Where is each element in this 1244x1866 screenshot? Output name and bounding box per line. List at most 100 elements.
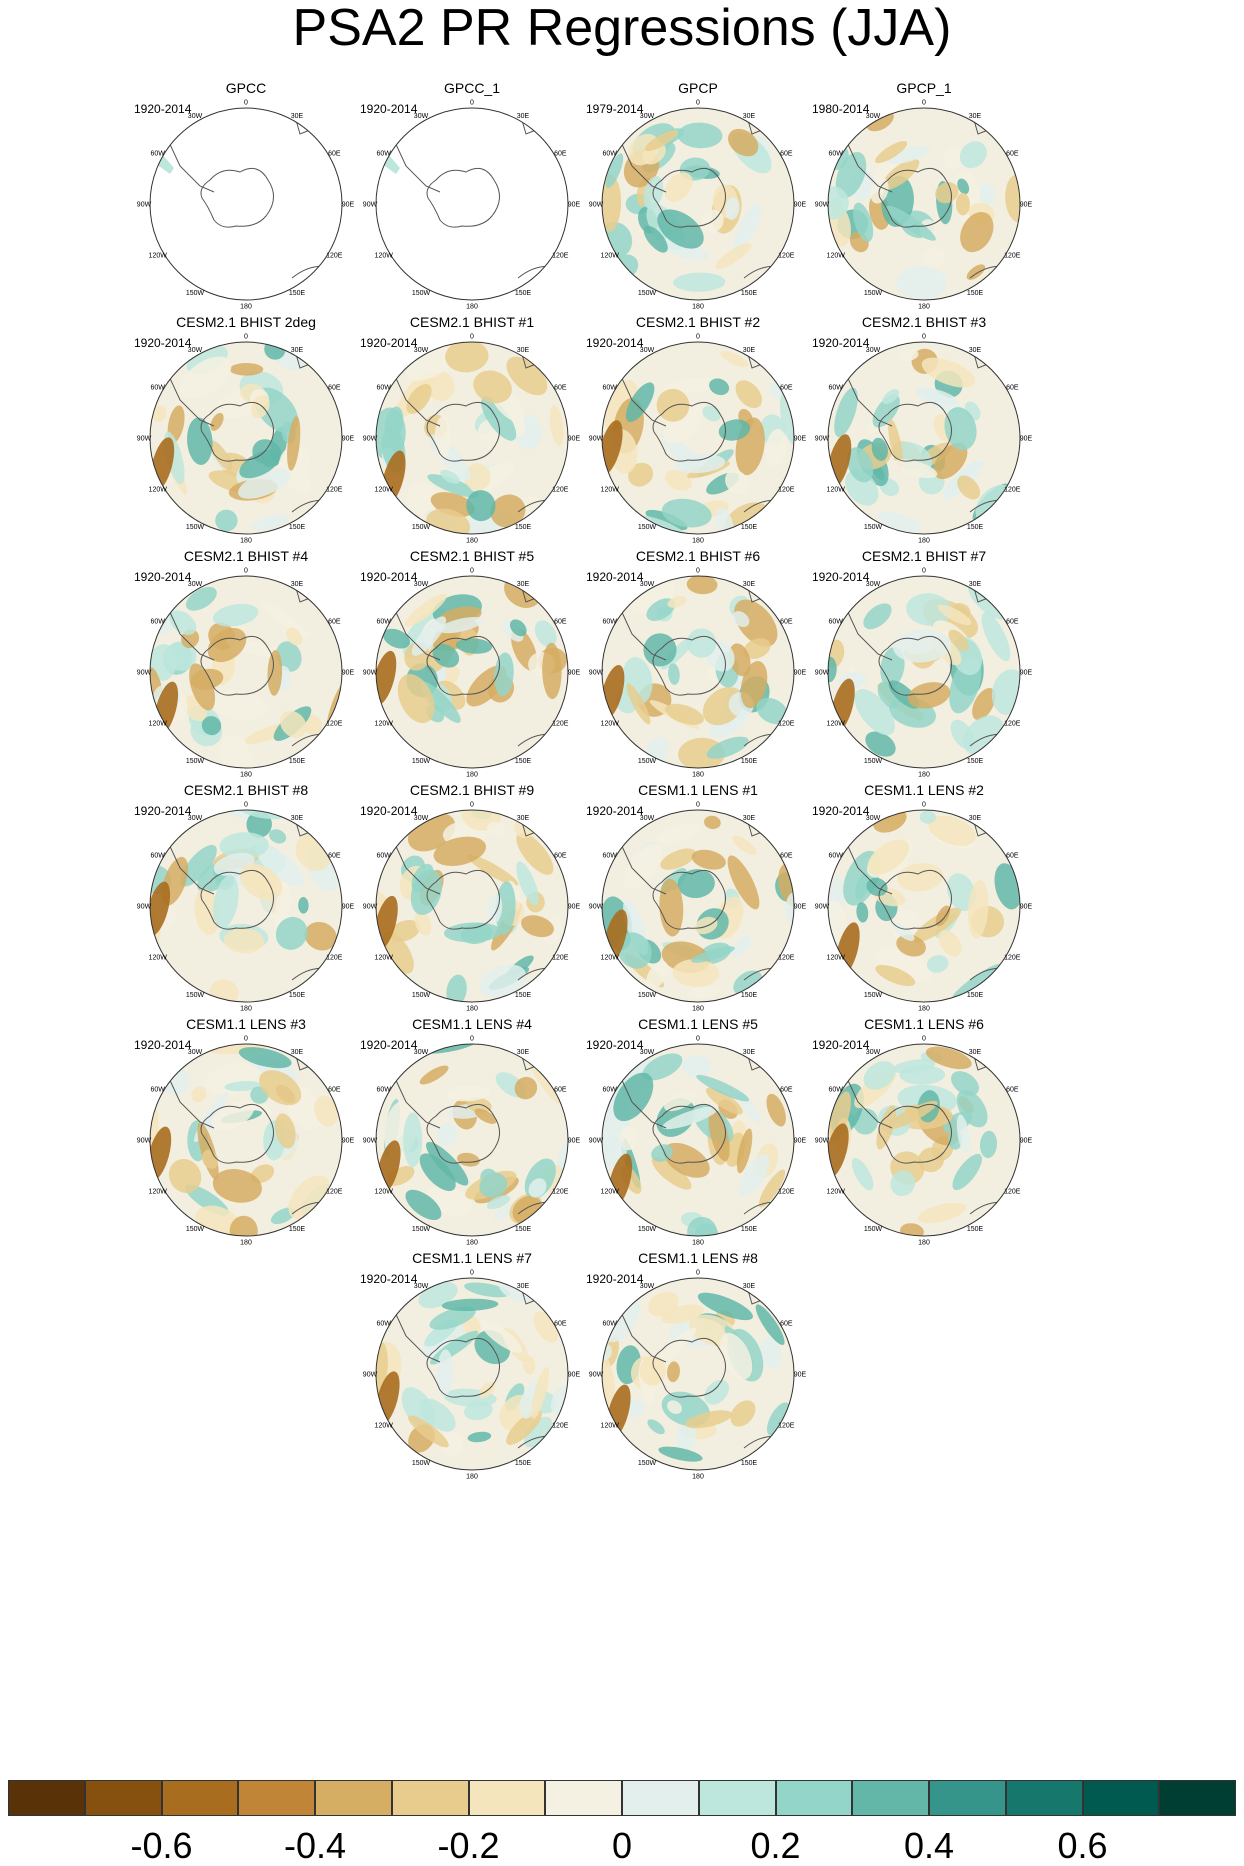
longitude-label: 180 [466,1474,478,1481]
anomaly-blob [687,1216,717,1236]
longitude-label: 180 [466,1006,478,1013]
anomaly-blob [708,1108,730,1162]
panel-years: 1979-2014 [586,102,644,116]
map-boundary [601,1277,795,1471]
anomaly-blob [180,844,217,887]
panel-title: CESM1.1 LENS #3 [186,1016,306,1032]
anomaly-blob [739,1154,770,1196]
anomaly-blob [624,843,662,890]
longitude-label: 30E [517,1283,530,1290]
longitude-label: 150W [412,992,431,999]
polar-stereographic-map: 0 30E 60E 90E 120E 150E 180 150W 120W 90W 60W 30W [815,100,1033,311]
anomaly-blob [658,1446,703,1462]
anomaly-blob [951,1071,979,1096]
longitude-label: 180 [692,1240,704,1247]
longitude-label: 180 [692,1006,704,1013]
anomaly-blob [473,370,512,404]
anomaly-blob [876,511,921,532]
anomaly-blob [664,172,693,202]
panel-title: CESM1.1 LENS #1 [638,782,758,798]
polar-stereographic-map: 0 30E 60E 90E 120E 150E 180 150W 120W 90W 60W 30W [137,568,355,779]
longitude-label: 150E [741,758,758,765]
anomaly-blob [411,616,447,656]
longitude-label: 0 [470,1036,474,1043]
longitude-label: 180 [240,304,252,311]
map-panel: 0 30E 60E 90E 120E 150E 180 150W 120W 90W 60W 30W CE… [112,1016,380,1286]
anomaly-blob [259,1070,302,1106]
anomaly-blob [756,697,788,725]
anomaly-blob [728,643,751,677]
anomaly-blob [956,1114,970,1154]
longitude-label: 150W [864,992,883,999]
anomaly-blob [479,1172,508,1198]
anomaly-blob [896,934,926,957]
anomaly-blob [433,836,487,867]
anomaly-blob [506,356,548,396]
longitude-label: 90W [363,1138,378,1145]
longitude-label: 150E [289,290,306,297]
longitude-label: 180 [918,1006,930,1013]
longitude-label: 120W [375,955,394,962]
longitude-label: 120W [601,955,620,962]
anomaly-blob [917,1202,967,1224]
anomaly-blob [872,394,900,428]
map-boundary [827,341,1021,535]
anomaly-blob [260,600,309,638]
panel-title: GPCP_1 [896,80,952,96]
anomaly-blob [919,810,936,824]
longitude-label: 120E [778,253,795,260]
colorbar-tick-label: -0.6 [130,1825,193,1866]
anomaly-blob [406,345,459,381]
longitude-label: 90W [815,202,830,209]
colorbar-swatch [468,1780,546,1816]
anomaly-blob [516,861,539,906]
anomaly-blob [957,475,981,500]
anomaly-blob [267,650,283,696]
anomaly-blob [665,703,705,725]
longitude-label: 90W [589,202,604,209]
longitude-label: 60W [828,619,843,626]
map-boundary [827,107,1021,301]
anomaly-blob [252,514,288,531]
longitude-label: 60E [780,385,793,392]
longitude-label: 0 [470,334,474,341]
anomaly-blob [686,628,717,658]
longitude-label: 90E [1020,436,1033,443]
anomaly-blob [765,428,787,468]
longitude-label: 90W [589,670,604,677]
anomaly-blob [440,469,460,484]
anomaly-blob [760,1337,782,1369]
longitude-label: 150E [515,524,532,531]
map-panels-grid: 0 30E 60E 90E 120E 150E 180 150W 120W 90W 60W 30W GP… [112,80,1033,1481]
anomaly-blob [534,620,557,648]
anomaly-blob [639,1355,667,1386]
longitude-label: 30E [969,113,982,120]
longitude-label: 150W [638,1226,657,1233]
panel-title: CESM2.1 BHIST #6 [635,548,761,564]
anomaly-blob [667,596,687,608]
anomaly-blob [678,737,725,768]
anomaly-blob [979,1130,998,1159]
longitude-label: 90E [568,1372,581,1379]
map-panel: 0 30E 60E 90E 120E 150E 180 150W 120W 90W 60W 30W CE… [112,548,380,818]
longitude-label: 150W [412,524,431,531]
anomaly-blob [446,974,467,1002]
anomaly-blob [201,716,222,736]
anomaly-blob [960,212,994,253]
anomaly-blob [923,248,946,267]
longitude-label: 150W [638,524,657,531]
anomaly-blob [732,611,750,628]
anomaly-blob [625,382,655,423]
anomaly-blob [957,178,970,195]
anomaly-blob [829,1091,851,1141]
anomaly-blob [834,387,858,438]
anomaly-blob [464,1401,493,1421]
longitude-label: 60W [376,1087,391,1094]
longitude-label: 150E [289,758,306,765]
longitude-label: 90E [794,202,807,209]
anomaly-blob [487,894,503,924]
longitude-label: 120E [552,253,569,260]
polar-stereographic-map: 0 30E 60E 90E 120E 150E 180 150W 120W 90W 60W 30W [363,100,581,311]
anomaly-blob [662,1106,719,1130]
anomaly-blob [269,829,287,844]
